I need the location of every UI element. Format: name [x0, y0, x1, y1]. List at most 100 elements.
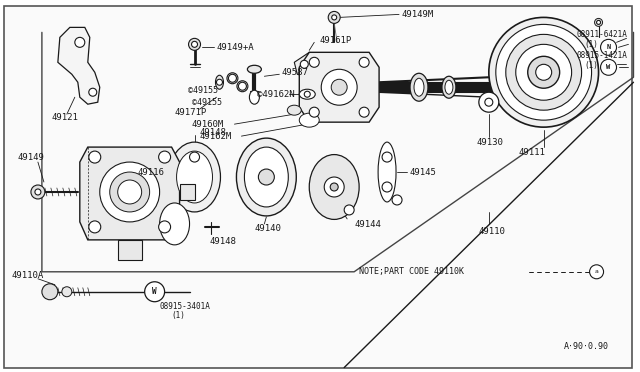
Text: ©49155: ©49155 [191, 98, 221, 107]
Circle shape [479, 92, 499, 112]
Circle shape [75, 37, 84, 47]
FancyBboxPatch shape [180, 184, 195, 200]
Text: 49145: 49145 [409, 167, 436, 177]
Ellipse shape [244, 147, 288, 207]
Circle shape [382, 182, 392, 192]
Circle shape [118, 180, 141, 204]
Text: ©49155: ©49155 [188, 86, 218, 95]
Circle shape [304, 91, 310, 97]
Polygon shape [294, 52, 324, 77]
Ellipse shape [168, 142, 220, 212]
Circle shape [300, 60, 308, 68]
Circle shape [589, 265, 604, 279]
Text: N: N [607, 44, 611, 50]
Circle shape [359, 107, 369, 117]
Circle shape [328, 12, 340, 23]
Circle shape [359, 57, 369, 67]
Text: W: W [152, 287, 157, 296]
Circle shape [31, 185, 45, 199]
Circle shape [536, 64, 552, 80]
Circle shape [595, 18, 602, 26]
Text: 49148: 49148 [200, 128, 227, 137]
Text: 49144: 49144 [354, 220, 381, 230]
Text: 49111: 49111 [519, 148, 546, 157]
Circle shape [485, 98, 493, 106]
Polygon shape [300, 52, 379, 122]
Circle shape [145, 282, 164, 302]
Text: 49149+A: 49149+A [216, 43, 254, 52]
Ellipse shape [442, 76, 456, 98]
Text: W: W [607, 64, 611, 70]
Circle shape [600, 39, 616, 55]
Circle shape [344, 205, 354, 215]
Circle shape [309, 107, 319, 117]
Text: 49148: 49148 [209, 237, 236, 246]
Text: A·90·0.90: A·90·0.90 [564, 342, 609, 351]
Circle shape [309, 57, 319, 67]
Ellipse shape [236, 138, 296, 216]
Ellipse shape [414, 78, 424, 96]
Ellipse shape [300, 89, 316, 99]
Circle shape [216, 79, 223, 85]
Circle shape [496, 25, 591, 120]
Circle shape [159, 221, 171, 233]
Circle shape [392, 195, 402, 205]
Circle shape [332, 79, 347, 95]
Circle shape [109, 172, 150, 212]
Text: 49162M: 49162M [200, 132, 232, 141]
Circle shape [89, 221, 100, 233]
Ellipse shape [248, 65, 261, 73]
Ellipse shape [378, 142, 396, 202]
Text: 49161P: 49161P [319, 36, 351, 45]
Text: 49116: 49116 [138, 167, 164, 177]
Circle shape [228, 74, 236, 82]
Circle shape [62, 287, 72, 297]
Polygon shape [58, 28, 100, 104]
Ellipse shape [287, 105, 301, 115]
Circle shape [259, 169, 275, 185]
Ellipse shape [445, 80, 453, 94]
Ellipse shape [300, 113, 319, 127]
Circle shape [506, 34, 582, 110]
Circle shape [89, 151, 100, 163]
Text: (1): (1) [172, 311, 186, 320]
Ellipse shape [410, 73, 428, 101]
FancyBboxPatch shape [4, 6, 632, 368]
Text: 49110A: 49110A [12, 271, 44, 280]
Circle shape [191, 41, 198, 47]
Circle shape [100, 162, 159, 222]
Circle shape [189, 38, 200, 50]
Text: 49110: 49110 [479, 227, 506, 236]
Text: 49121: 49121 [52, 113, 79, 122]
Text: NOTE;PART CODE 49110K: NOTE;PART CODE 49110K [359, 267, 464, 276]
Circle shape [600, 59, 616, 75]
Ellipse shape [309, 155, 359, 219]
Ellipse shape [250, 90, 259, 104]
Circle shape [489, 17, 598, 127]
FancyBboxPatch shape [118, 240, 141, 260]
Text: 08911-6421A: 08911-6421A [577, 30, 627, 39]
Ellipse shape [159, 203, 189, 245]
Text: 49130: 49130 [477, 138, 504, 147]
Ellipse shape [216, 75, 223, 89]
Circle shape [89, 88, 97, 96]
Ellipse shape [227, 73, 238, 84]
Circle shape [42, 284, 58, 300]
Text: 49171P: 49171P [175, 108, 207, 117]
Text: 49587: 49587 [282, 68, 308, 77]
Circle shape [35, 189, 41, 195]
Circle shape [239, 82, 246, 90]
Text: 49140: 49140 [254, 224, 281, 233]
Text: 49149: 49149 [18, 153, 45, 161]
Text: (1): (1) [584, 40, 598, 49]
Text: 49149M: 49149M [401, 10, 433, 19]
Circle shape [189, 152, 200, 162]
Text: a: a [595, 269, 598, 274]
Circle shape [382, 152, 392, 162]
Text: (1): (1) [584, 61, 598, 70]
Circle shape [516, 44, 572, 100]
Circle shape [321, 69, 357, 105]
Circle shape [528, 56, 559, 88]
Text: 49160M: 49160M [191, 120, 224, 129]
Circle shape [596, 20, 600, 25]
